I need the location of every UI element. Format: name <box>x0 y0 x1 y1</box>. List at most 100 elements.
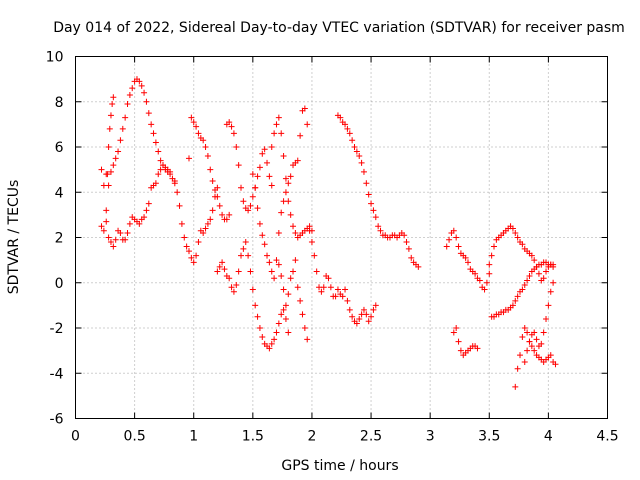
data-point <box>547 352 554 359</box>
data-point <box>356 315 363 322</box>
y-tick-label: 0 <box>55 276 64 292</box>
data-point <box>325 275 332 282</box>
data-point <box>247 268 254 275</box>
data-point <box>200 229 207 236</box>
data-point <box>356 153 363 160</box>
data-point <box>228 284 235 291</box>
y-tick-label: -2 <box>50 321 64 337</box>
data-point <box>547 288 554 295</box>
y-tick-label: 2 <box>55 231 64 247</box>
data-point <box>375 223 382 230</box>
data-point <box>360 306 367 313</box>
data-point <box>100 227 107 234</box>
data-point <box>543 268 550 275</box>
x-tick-label: 4.5 <box>596 429 618 445</box>
data-point <box>110 94 117 101</box>
data-point <box>190 119 197 126</box>
data-point <box>282 189 289 196</box>
data-point <box>256 220 263 227</box>
x-tick-labels: 0 0.5 1 1.5 2 2.5 3 3.5 4 4.5 <box>71 429 619 445</box>
series-arc-i <box>268 114 315 241</box>
data-point <box>280 153 287 160</box>
series-arc-q <box>512 325 559 390</box>
data-point <box>148 121 155 128</box>
data-point <box>238 252 245 259</box>
data-point <box>254 205 261 212</box>
data-point <box>526 338 533 345</box>
series-arc-l <box>334 112 422 270</box>
data-point <box>141 214 148 221</box>
chart-title: Day 014 of 2022, Sidereal Day-to-day VTE… <box>53 20 625 36</box>
data-point <box>256 325 263 331</box>
data-point <box>266 259 273 266</box>
data-point <box>122 236 129 243</box>
data-point <box>273 257 280 264</box>
data-point <box>209 207 216 214</box>
data-point <box>138 82 145 89</box>
data-point <box>349 313 356 320</box>
data-point <box>136 78 143 85</box>
data-point <box>353 148 360 155</box>
data-point <box>292 257 299 264</box>
data-point <box>188 254 195 261</box>
data-point <box>103 218 110 225</box>
data-point <box>195 130 202 137</box>
x-tick-label: 2 <box>307 429 316 445</box>
series-arc-c <box>103 94 117 214</box>
data-point <box>112 236 119 243</box>
data-point <box>98 223 105 230</box>
data-point <box>545 302 552 309</box>
data-point <box>365 318 372 325</box>
data-point <box>512 383 519 390</box>
data-point <box>306 227 313 234</box>
data-point <box>535 270 542 277</box>
data-point <box>145 110 152 117</box>
data-point <box>176 202 183 209</box>
series-arc-b <box>98 162 174 250</box>
data-point <box>183 243 190 250</box>
data-point <box>540 275 547 282</box>
series-arc-o <box>486 223 557 284</box>
data-point <box>313 268 320 275</box>
data-point <box>443 243 450 250</box>
data-point <box>143 98 150 105</box>
series-arc-d <box>171 180 221 266</box>
data-point <box>242 239 249 246</box>
data-point <box>261 146 268 153</box>
data-point <box>521 358 528 365</box>
data-point <box>193 123 200 130</box>
data-point <box>287 173 294 180</box>
data-point <box>401 232 408 239</box>
data-point <box>403 239 410 246</box>
data-point <box>254 173 261 180</box>
x-tick-label: 4 <box>544 429 553 445</box>
data-point <box>268 340 275 347</box>
data-point <box>455 338 462 345</box>
data-point <box>521 282 528 289</box>
data-point <box>216 263 223 270</box>
data-point <box>195 239 202 246</box>
data-point <box>152 180 159 187</box>
series-arc-a <box>98 76 178 189</box>
y-tick-label: -6 <box>50 412 64 428</box>
data-point <box>230 288 237 295</box>
data-point <box>266 345 273 352</box>
data-point <box>226 275 233 282</box>
data-point <box>455 243 462 250</box>
data-point <box>112 155 119 162</box>
data-point <box>207 216 214 223</box>
data-point <box>136 220 143 227</box>
data-point <box>353 320 360 327</box>
data-point <box>240 245 247 252</box>
series-arc-p <box>488 259 557 320</box>
y-axis-label: SDTVAR / TECUs <box>6 180 22 295</box>
data-point <box>308 239 315 246</box>
data-point <box>104 171 111 178</box>
data-point <box>524 329 531 336</box>
data-point <box>280 286 287 293</box>
data-point <box>363 180 370 187</box>
data-point <box>271 336 278 343</box>
data-point <box>415 263 422 270</box>
data-point <box>531 347 538 354</box>
data-point <box>105 144 112 150</box>
